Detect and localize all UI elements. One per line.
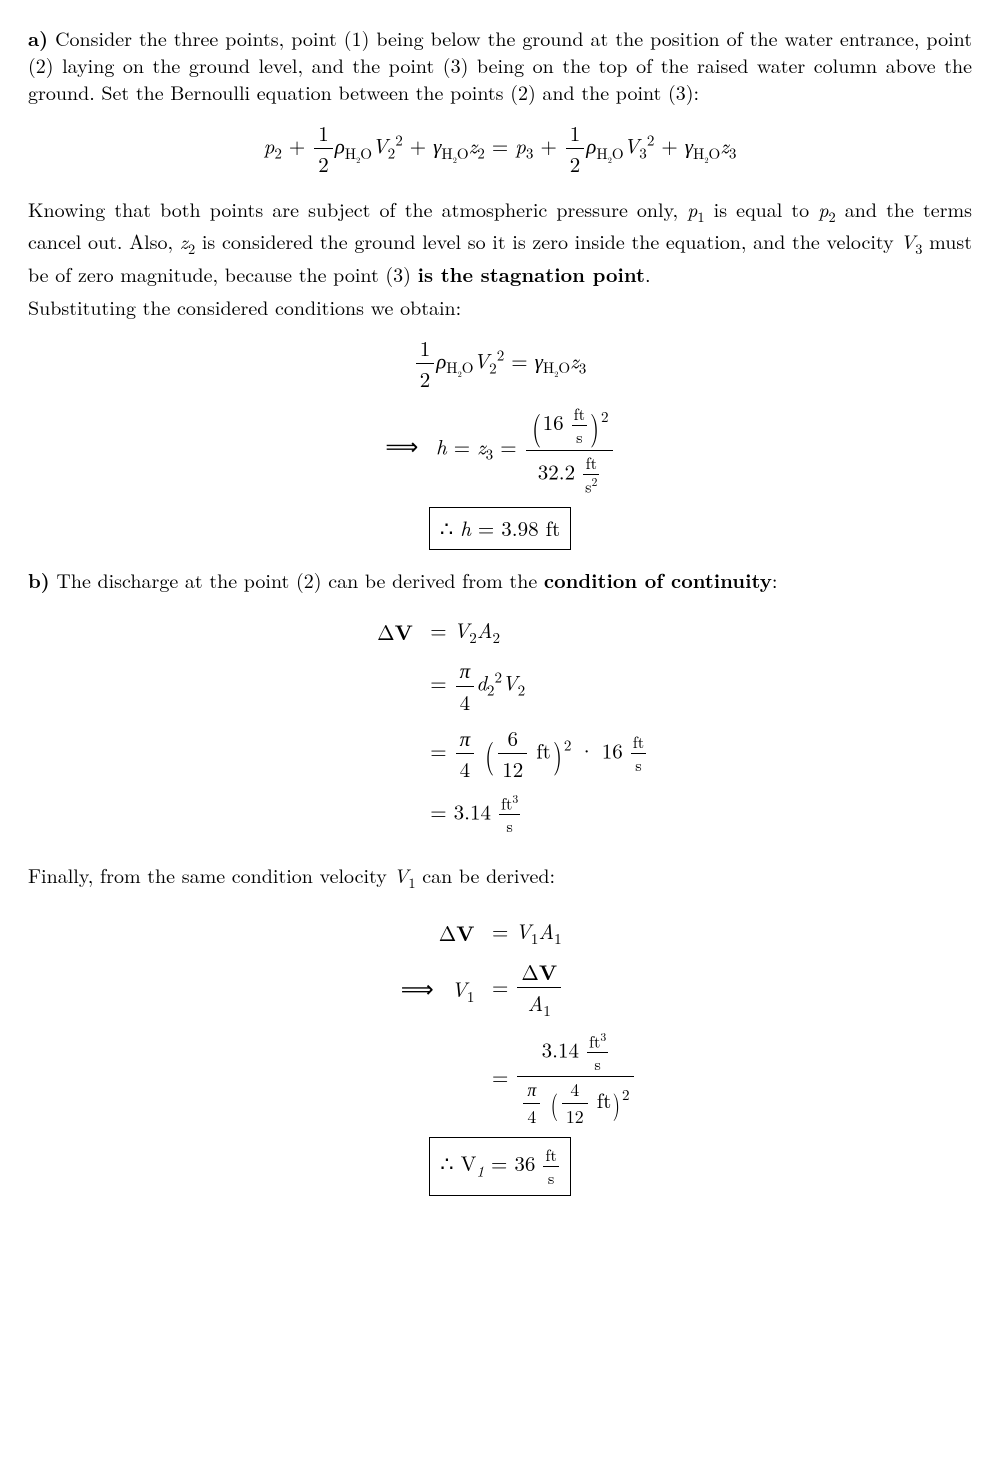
part-b-final-intro: Finally, from the same condition velocit… xyxy=(28,861,972,893)
part-a-label: a) xyxy=(28,23,48,52)
part-a-text: Consider the three points, point (1) bei… xyxy=(28,23,972,106)
part-a-intro: a) Consider the three points, point (1) … xyxy=(28,24,972,105)
part-b-intro: b) The discharge at the point (2) can be… xyxy=(28,566,972,593)
bernoulli-equation: p2 + 12ρH2OV22 + γH2Oz2 = p3 + 12ρH2OV32… xyxy=(28,119,972,179)
part-b-v1: ΔV = V1A1 ⟹ V1 = ΔVA1 = 3.14 ft3s π4 (41… xyxy=(28,908,972,1205)
part-a-explain: Knowing that both points are subject of … xyxy=(28,195,972,287)
part-a-derivation: 12ρH2OV22 = γH2Oz3 ⟹ h = z3 = (16 fts)2 … xyxy=(28,334,972,550)
part-a-subst: Substituting the considered conditions w… xyxy=(28,293,972,320)
part-b-continuity: ΔV = V2A2 = π4d22V2 = π4 (612 ft)2 · 16 … xyxy=(28,607,972,846)
part-b-label: b) xyxy=(28,565,50,594)
result-h-box: ∴ h = 3.98 ft xyxy=(429,507,571,549)
result-v1-box: ∴ V1 = 36 fts xyxy=(429,1137,571,1196)
